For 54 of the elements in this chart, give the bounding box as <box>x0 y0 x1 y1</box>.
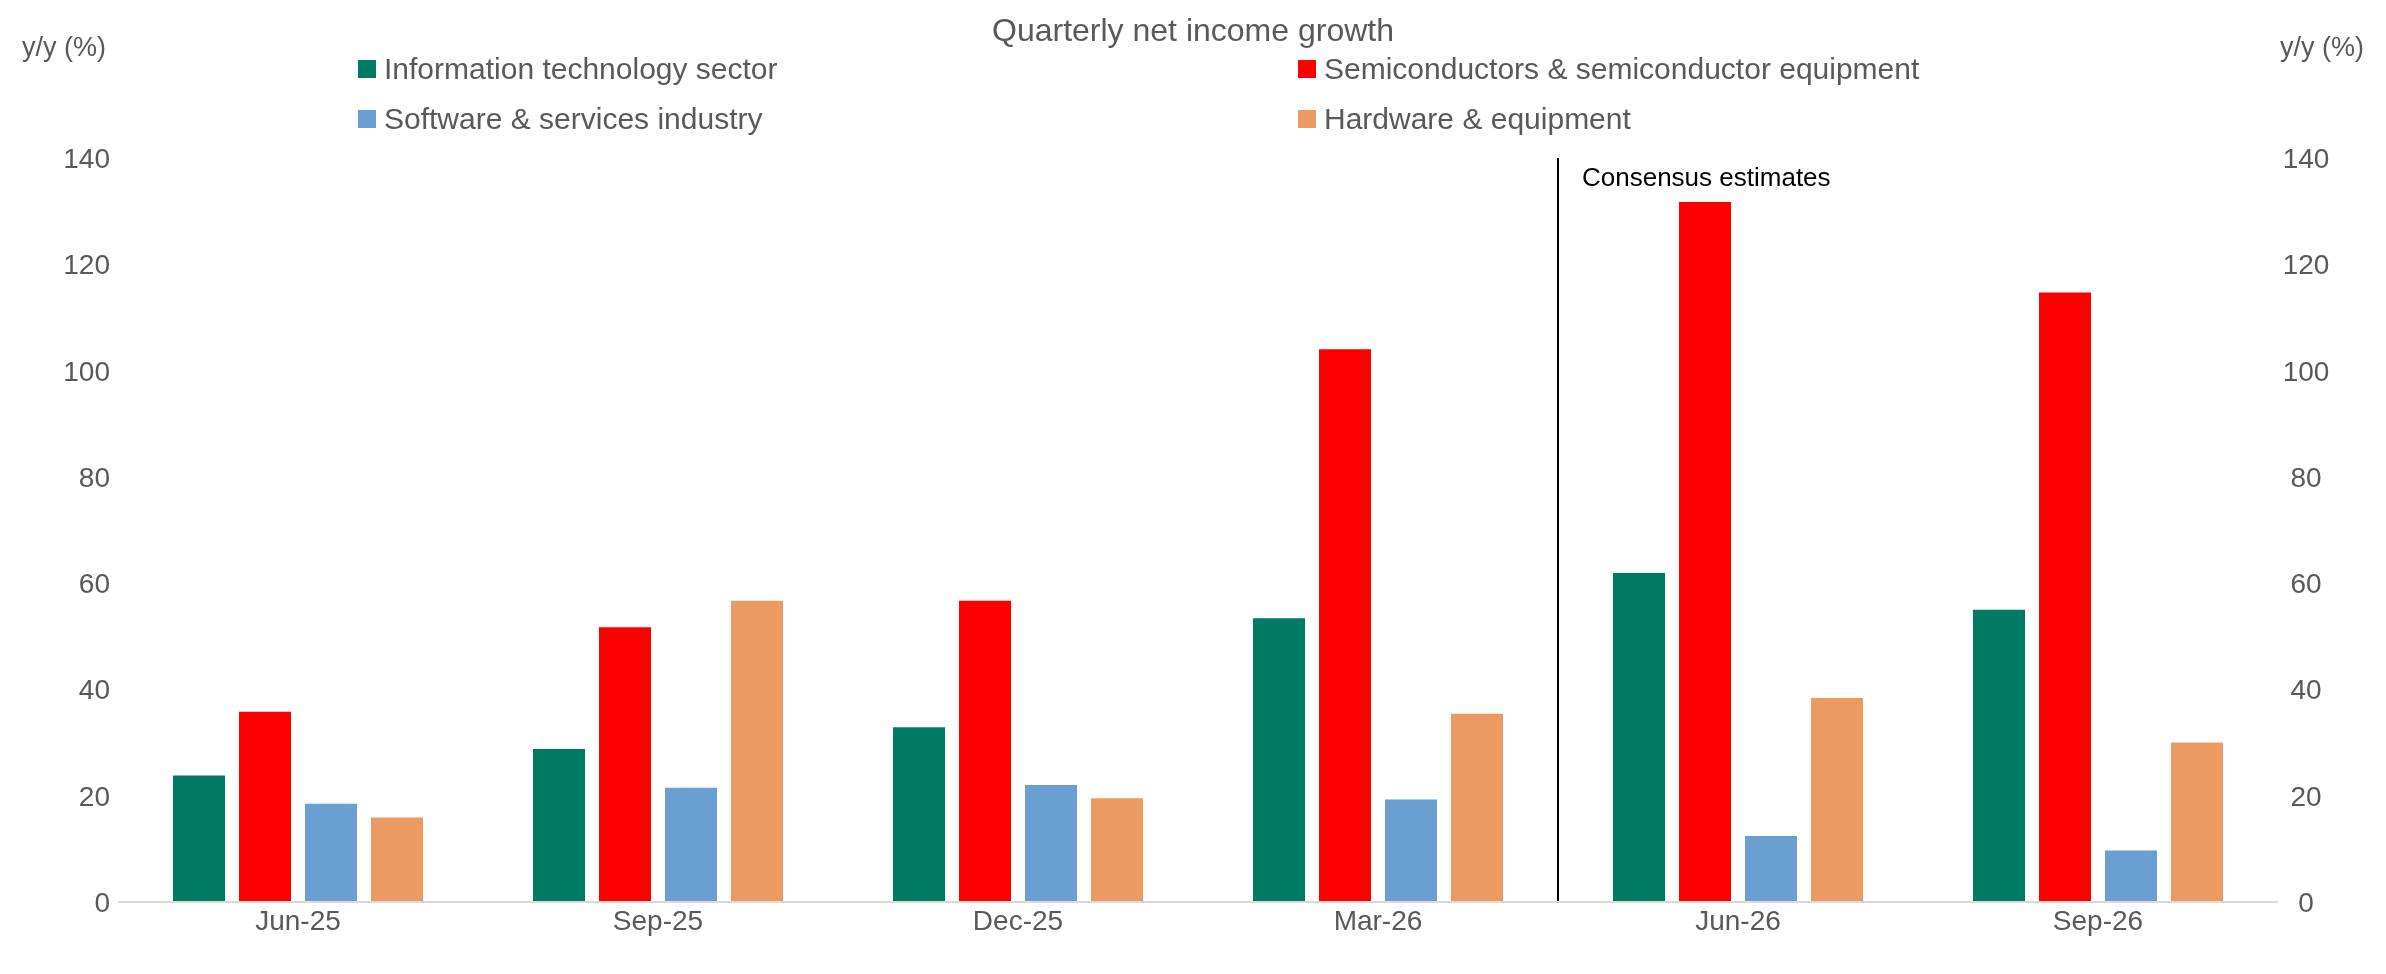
legend-label: Software & services industry <box>384 102 763 136</box>
annotation: Consensus estimates <box>1582 162 1831 192</box>
y2-axis-title: y/y (%) <box>2280 32 2364 63</box>
bar <box>2105 850 2157 902</box>
y-tick-label: 100 <box>63 355 110 387</box>
legend-label: Information technology sector <box>384 52 778 86</box>
y-tick-label: 0 <box>94 886 110 918</box>
y-tick-label: 140 <box>63 142 110 174</box>
bar <box>731 600 783 902</box>
bar <box>239 711 291 902</box>
bar <box>1385 799 1437 902</box>
bar <box>893 727 945 902</box>
y2-tick-label: 120 <box>2282 249 2330 281</box>
y2-tick-label: 80 <box>2290 461 2322 493</box>
bar <box>1973 609 2025 902</box>
bar <box>1745 836 1797 902</box>
bar <box>1253 618 1305 902</box>
bar <box>1811 697 1863 902</box>
bar <box>1451 713 1503 902</box>
y2-tick-label: 20 <box>2290 780 2322 812</box>
y-tick-label: 60 <box>78 568 110 600</box>
y-tick-label: 20 <box>78 780 110 812</box>
bar <box>1679 202 1731 902</box>
bar <box>371 817 423 902</box>
x-tick-label: Jun-26 <box>1695 904 1781 936</box>
bar <box>1319 349 1371 902</box>
bar <box>599 627 651 902</box>
bar <box>1025 785 1077 902</box>
y-tick-label: 40 <box>78 674 110 706</box>
x-tick-label: Jun-25 <box>255 904 341 936</box>
x-tick-label: Sep-26 <box>2052 904 2144 936</box>
bar <box>1091 798 1143 902</box>
y-tick-label: 120 <box>63 249 110 281</box>
legend-label: Hardware & equipment <box>1324 102 1631 136</box>
x-tick-label: Sep-25 <box>612 904 704 936</box>
y2-tick-label: 140 <box>2282 142 2330 174</box>
bar <box>1613 573 1665 902</box>
bar <box>959 600 1011 902</box>
bar <box>533 748 585 902</box>
y-axis-title: y/y (%) <box>22 32 106 63</box>
y2-tick-label: 60 <box>2290 568 2322 600</box>
y2-tick-label: 100 <box>2282 355 2330 387</box>
y2-tick-label: 40 <box>2290 674 2322 706</box>
bar <box>305 803 357 902</box>
y2-tick-label: 0 <box>2298 886 2314 918</box>
x-tick-label: Mar-26 <box>1333 904 1423 936</box>
bar <box>2039 292 2091 902</box>
bar <box>2171 742 2223 902</box>
chart-title: Quarterly net income growth <box>992 12 1394 48</box>
legend-label: Semiconductors & semiconductor equipment <box>1324 52 1920 86</box>
bar <box>665 787 717 902</box>
x-tick-label: Dec-25 <box>972 904 1064 936</box>
bar <box>173 775 225 902</box>
y-tick-label: 80 <box>78 461 110 493</box>
